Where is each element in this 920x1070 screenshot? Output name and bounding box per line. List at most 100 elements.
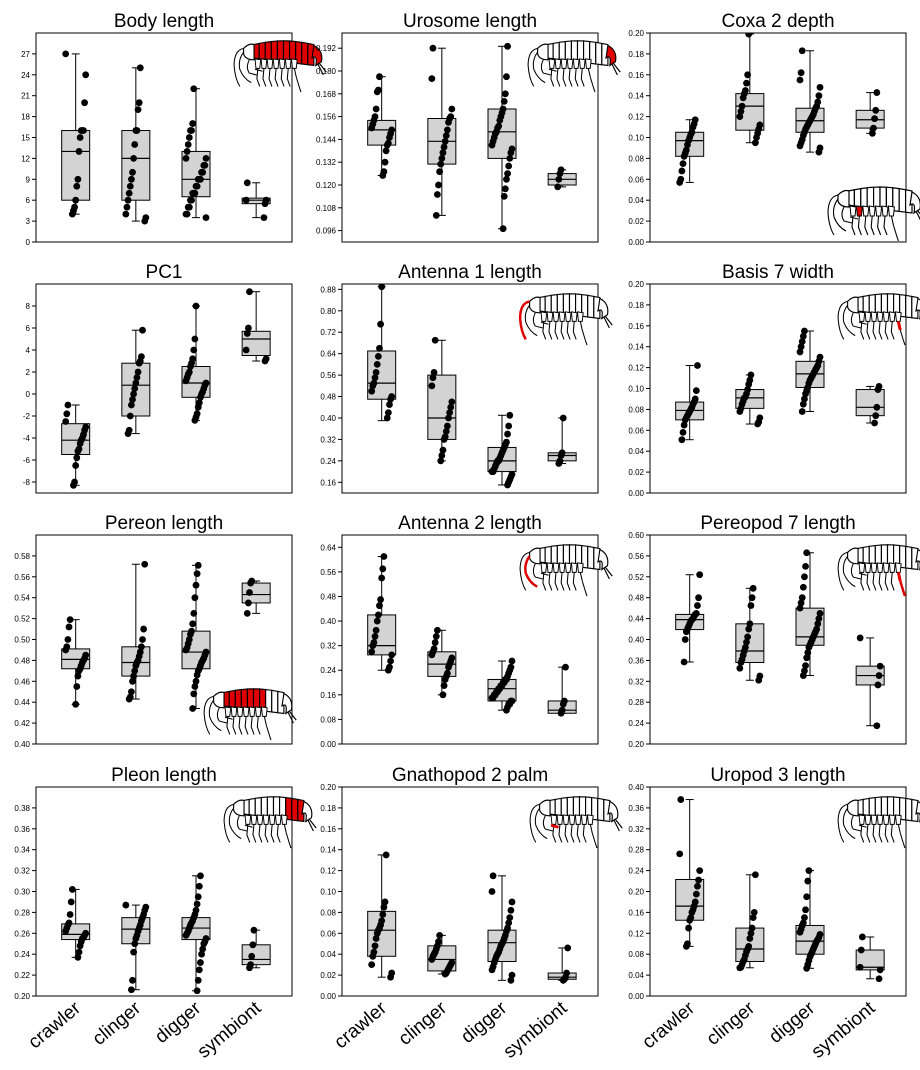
data-point [247, 579, 255, 587]
data-point [242, 346, 250, 354]
coxal-plate [242, 706, 250, 717]
gnathopod-1 [841, 206, 853, 224]
data-point [737, 107, 745, 115]
data-point [439, 691, 447, 699]
data-point [136, 64, 144, 72]
coxal-plate [870, 562, 878, 573]
y-tick-label: 0.72 [320, 328, 336, 337]
data-point [804, 649, 812, 656]
antenna-1 [837, 551, 848, 591]
body-segment [862, 545, 870, 565]
body-segment [868, 796, 876, 817]
body-segment [597, 797, 605, 822]
data-point [488, 694, 496, 702]
data-point [504, 481, 511, 489]
data-point [559, 700, 567, 708]
data-point [195, 882, 203, 890]
coxal-plate [546, 562, 554, 573]
data-point [63, 410, 71, 418]
data-point [187, 630, 194, 638]
pereopod-leg [226, 716, 231, 735]
data-point [696, 867, 704, 874]
y-tick-label: 0.56 [14, 573, 30, 582]
coxal-plate [278, 58, 286, 69]
pereopod-leg [276, 824, 281, 843]
data-point [680, 658, 688, 666]
data-point [799, 332, 807, 340]
coxal-plate [566, 58, 574, 69]
data-point [195, 966, 203, 974]
y-tick-label: 0.18 [628, 50, 644, 59]
data-layer [675, 33, 885, 186]
gnathopod-1 [236, 815, 248, 832]
data-point [193, 900, 201, 908]
data-point [488, 468, 496, 475]
coxal-plate [882, 814, 890, 825]
pereopod-leg [262, 68, 267, 87]
data-point [82, 71, 90, 79]
data-point [130, 672, 138, 680]
head-shape [539, 799, 551, 817]
coxal-plate [268, 814, 276, 825]
pereopod-basis [579, 572, 583, 582]
uropod-3 [603, 567, 613, 580]
data-point [747, 929, 755, 937]
pereopod-distal [295, 76, 302, 93]
body-segment [301, 41, 309, 66]
data-point [75, 148, 83, 155]
data-point [438, 452, 446, 459]
pereopod-distal [892, 224, 899, 242]
body-segment [601, 42, 609, 67]
body-segment [550, 544, 558, 565]
data-point [876, 966, 884, 974]
pereopod-leg [883, 215, 888, 236]
gnathopod-2-palm [858, 824, 867, 828]
y-tick-label: 0.16 [320, 825, 336, 834]
data-point [856, 634, 864, 642]
y-tick-label: 0.10 [628, 385, 644, 394]
y-tick-label: 0.156 [316, 113, 337, 122]
data-point [74, 672, 82, 680]
y-tick-label: 2 [26, 368, 31, 377]
amphipod-icon [837, 796, 920, 849]
pereopod-leg [884, 321, 889, 340]
y-tick-label: 0.02 [628, 468, 644, 477]
data-point [503, 706, 510, 714]
data-point [739, 94, 747, 102]
body-segment [566, 796, 574, 818]
panel-title: PC1 [146, 262, 183, 283]
plot-frame [341, 32, 599, 243]
data-point [246, 288, 253, 296]
panel-6: Pereon length 0.40 0.42 0.44 0.46 0.48 0.50 0.5… [14, 513, 297, 749]
data-point [440, 682, 448, 690]
y-tick-label: 0.20 [628, 280, 644, 289]
body-segment [248, 797, 256, 817]
pereopod-leg [554, 321, 559, 340]
data-point [874, 386, 882, 393]
gnathopod-2-palm [548, 68, 557, 72]
category-label: crawler [330, 997, 391, 1053]
data-point [796, 348, 804, 356]
pereopod-leg [562, 68, 567, 87]
data-point [796, 604, 804, 612]
y-tick-label: 0.180 [316, 67, 337, 76]
y-tick-label: 0.132 [316, 158, 337, 167]
data-point [73, 683, 81, 690]
pereopod-leg [572, 321, 577, 340]
pereopod-leg [554, 572, 559, 591]
data-point [507, 149, 515, 157]
data-point [680, 152, 688, 160]
data-point [125, 695, 133, 703]
pereopod-leg [548, 321, 553, 340]
data-point [194, 175, 202, 183]
data-point [555, 175, 563, 183]
data-point [141, 217, 149, 225]
uropod-3 [613, 819, 623, 832]
category-label: digger [151, 997, 205, 1047]
pereopod-leg [872, 824, 877, 843]
coxal-plate [858, 562, 866, 573]
data-point [376, 73, 383, 81]
data-point [489, 872, 497, 880]
data-point [131, 667, 139, 675]
